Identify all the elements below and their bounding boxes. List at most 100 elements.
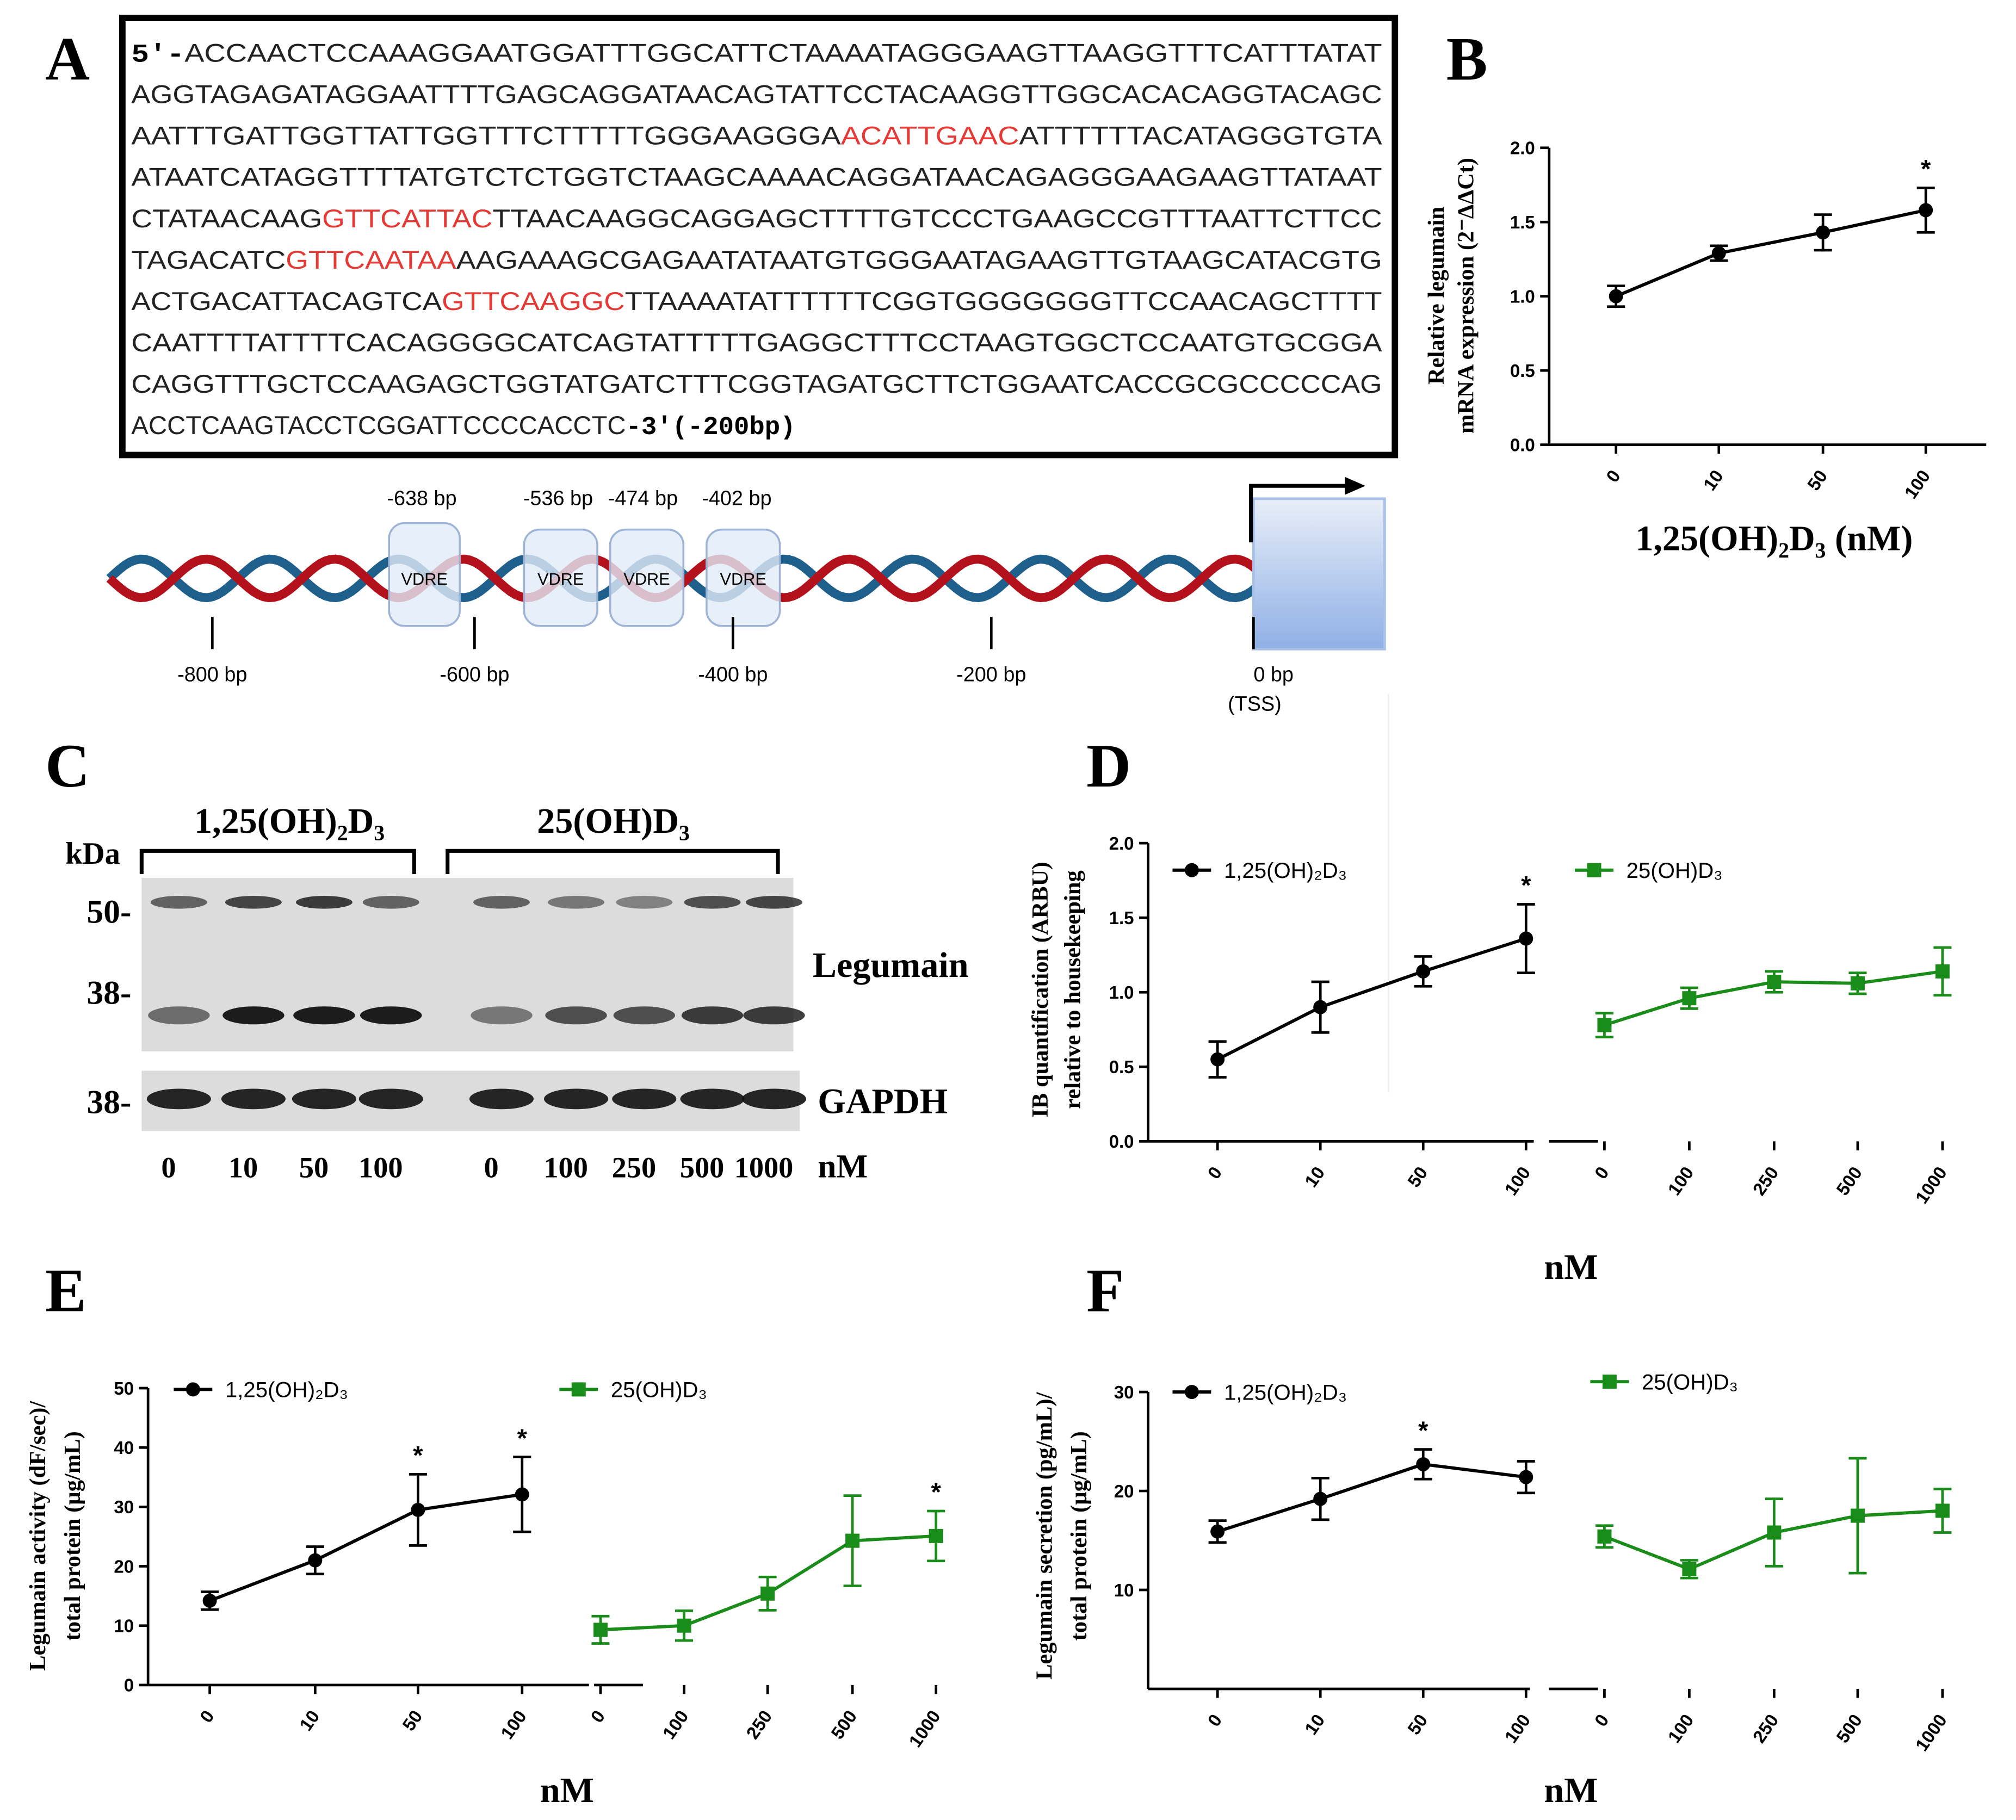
series-line [1615, 208, 1926, 298]
marker [845, 1533, 860, 1548]
tss-arrow [1249, 484, 1350, 543]
legend-marker [1184, 863, 1199, 877]
sequence-line: AGGTAGAGATAGGAATTTTGAGCAGGATAACAGTATTCCT… [131, 81, 1382, 109]
x-tick-label: 100 [1664, 1711, 1698, 1747]
band [150, 896, 207, 909]
significance: * [1521, 871, 1531, 900]
y-tick-label: 2.0 [1109, 834, 1134, 854]
sequence-segment: CTATAACAAG [131, 205, 322, 233]
vdre-sequence: GTTCAATAA [286, 246, 456, 275]
vdre-label: VDRE [720, 569, 766, 589]
scale-label: -600 bp [440, 663, 509, 686]
band [684, 896, 741, 909]
marker [1682, 1562, 1697, 1576]
x-tick-label: 100 [497, 1707, 531, 1743]
x-axis-label: nM [1544, 1247, 1598, 1287]
vdre-box [523, 528, 598, 627]
x-tick-label: 50 [1404, 1163, 1432, 1191]
y-axis-label: IB quantification (ARBU) [1028, 862, 1053, 1117]
band [741, 1088, 807, 1110]
y-tick-label: 1.5 [1109, 908, 1134, 928]
scale-label: -800 bp [177, 663, 247, 686]
sequence-segment: 5′- [131, 41, 184, 70]
sequence-line: CAGGTTTGCTCCAAGAGCTGGTATGATCTTTCGGTAGATG… [131, 370, 1382, 399]
marker [1711, 246, 1726, 261]
marker [677, 1618, 691, 1633]
sequence-segment: AATTTGATTGGTTATTGGTTTCTTTTTGGGAAGGGA [131, 122, 841, 151]
site-label: -402 bp [702, 487, 771, 510]
vdre-label: VDRE [537, 569, 584, 589]
band [471, 1006, 533, 1025]
y-tick-label: 0.5 [1510, 361, 1535, 381]
x-tick-label: 0 [587, 1707, 609, 1726]
marker [1682, 991, 1697, 1006]
band [616, 896, 673, 909]
kda-label: kDa [65, 837, 120, 871]
band [681, 1006, 744, 1025]
band [146, 1088, 211, 1110]
marker [1816, 225, 1831, 240]
y-tick-label: 30 [1114, 1383, 1134, 1403]
site-label: -474 bp [608, 487, 678, 510]
y-axis-label: relative to housekeeping [1060, 870, 1085, 1109]
significance: * [1921, 155, 1931, 184]
sequence-segment: ACTGACATTACAGTCA [131, 287, 442, 316]
band [473, 896, 530, 909]
series-line [209, 1493, 523, 1602]
y-tick-label: 20 [1114, 1482, 1134, 1502]
y-tick-label: 10 [1114, 1581, 1134, 1601]
protein-label: Legumain [813, 945, 969, 985]
legend-marker [185, 1382, 200, 1397]
band [362, 896, 419, 909]
marker [1313, 1000, 1328, 1014]
x-tick-label: 10 [1301, 1711, 1329, 1738]
y-tick-label: 20 [114, 1557, 134, 1577]
y-tick-label: 0.5 [1109, 1057, 1134, 1078]
sequence-segment: CAATTTTATTTTCACAGGGGCATCAGTATTTTTGAGGCTT… [131, 329, 1382, 357]
group-label: 25(OH)D₃ [537, 801, 690, 841]
sequence-line: AATTTGATTGGTTATTGGTTTCTTTTTGGGAAGGGA ACAT… [131, 122, 1382, 151]
x-tick-label: 100 [1501, 1711, 1535, 1747]
y-axis-label: Legumain activity (dF/sec)/ [25, 1401, 51, 1671]
x-tick-label: 100 [1501, 1163, 1535, 1199]
x-axis-label: nM [1544, 1771, 1598, 1810]
sequence-line: CTATAACAAG GTTCATTAC TTAACAAGGCAGGAGCTTTTG… [131, 205, 1382, 233]
sequence-segment: TTAACAAGGCAGGAGCTTTTGTCCCTGAAGCCGTTTAATT… [492, 205, 1382, 233]
y-tick-label: 0 [124, 1676, 134, 1696]
sequence-segment: AGGTAGAGATAGGAATTTTGAGCAGGATAACAGTATTCCT… [131, 81, 1382, 109]
y-axis-label: total protein (µg/mL) [60, 1431, 85, 1641]
marker [1519, 1470, 1533, 1484]
x-tick-label: 10 [1699, 467, 1727, 494]
x-axis-label: nM [540, 1771, 594, 1810]
site-label: -638 bp [387, 487, 456, 510]
band [612, 1088, 677, 1110]
x-tick-label: 1000 [1912, 1163, 1951, 1208]
band [295, 896, 353, 909]
x-tick-label: 10 [296, 1707, 324, 1735]
legend-label: 1,25(OH)₂D₃ [1224, 858, 1347, 883]
vdre-label: VDRE [401, 569, 448, 589]
scale-label: -200 bp [956, 663, 1026, 686]
panel-label: F [1086, 1256, 1124, 1324]
marker [515, 1487, 529, 1502]
marker [1935, 1503, 1950, 1518]
vdre-sequence: GTTCAAGGC [442, 287, 624, 316]
legend-label: 25(OH)D₃ [1642, 1370, 1738, 1394]
band [745, 896, 802, 909]
legend-label: 25(OH)D₃ [611, 1378, 707, 1402]
sequence-segment: TTAAAATATTTTTTCGGTGGGGGGGTTCCAACAGCTTTT [625, 287, 1382, 316]
vdre-box [609, 528, 685, 627]
marker [1850, 976, 1865, 991]
lane-label: 500 [680, 1152, 725, 1184]
band [680, 1088, 745, 1110]
y-axis-label: total protein (µg/mL) [1066, 1431, 1092, 1641]
site-label: -536 bp [523, 487, 593, 510]
sequence-box [119, 15, 1399, 459]
marker [760, 1586, 775, 1601]
y-tick-label: 1.5 [1510, 213, 1535, 233]
lane-label: 0 [484, 1152, 498, 1184]
band [543, 1088, 609, 1110]
x-tick-label: 250 [1749, 1163, 1783, 1199]
band [358, 1088, 423, 1110]
